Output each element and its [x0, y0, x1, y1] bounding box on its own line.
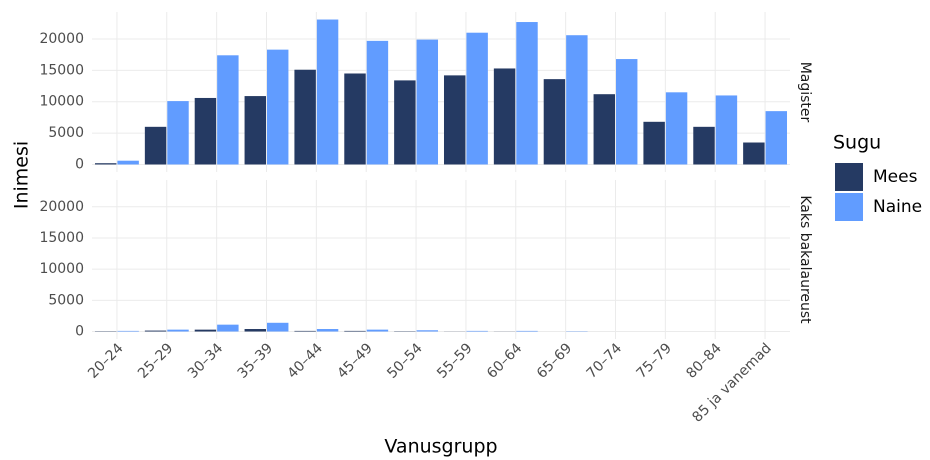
legend-label: Mees [873, 167, 918, 187]
bar [316, 19, 339, 165]
bar [344, 330, 366, 332]
bar [244, 329, 266, 332]
x-axis-label: Vanusgrupp [384, 436, 497, 458]
bar [394, 80, 416, 165]
facet-label: Kaks bakalaureust [797, 195, 813, 324]
bar [443, 75, 466, 165]
x-tick-label: 40–44 [285, 340, 327, 382]
bar [244, 96, 266, 165]
x-tick-label: 30–34 [185, 340, 227, 382]
y-tick-label: 15000 [39, 230, 84, 246]
x-tick-label: 75–79 [634, 340, 675, 381]
bar [117, 330, 139, 332]
bar [194, 97, 217, 165]
bar [765, 111, 788, 165]
y-axis-label: Inimesi [11, 141, 33, 209]
bar [267, 49, 289, 165]
y-tick-label: 5000 [48, 292, 84, 308]
bar [344, 73, 366, 165]
x-tick-label: 50–54 [384, 340, 426, 382]
x-tick-label: 60–64 [484, 340, 526, 382]
x-tick-label: 25–29 [135, 340, 176, 381]
bar [94, 163, 117, 165]
legend-title: Sugu [833, 132, 881, 154]
y-tick-label: 15000 [39, 62, 84, 78]
bar [144, 126, 167, 165]
legend-key [835, 193, 863, 221]
bar [516, 22, 538, 165]
bar [566, 35, 588, 165]
bar [366, 329, 389, 332]
bar [194, 329, 217, 332]
bar [294, 330, 316, 332]
x-tick-label: 35–39 [235, 340, 276, 381]
bar [466, 32, 488, 165]
bar [643, 121, 665, 165]
y-tick-label: 20000 [39, 31, 84, 47]
bar [316, 329, 339, 332]
bar [416, 39, 439, 165]
bar [416, 330, 439, 332]
bar [167, 329, 189, 332]
bar [743, 142, 765, 165]
bar [715, 95, 738, 165]
y-tick-label: 20000 [39, 199, 84, 215]
x-tick-label: 20–24 [85, 340, 127, 382]
bar [493, 68, 516, 165]
x-tick-label: 70–74 [584, 340, 626, 382]
bar [217, 324, 239, 332]
x-tick-label: 65–69 [534, 340, 575, 381]
x-tick-label: 80–84 [683, 340, 725, 382]
legend-key [835, 163, 863, 191]
bar [366, 40, 389, 165]
y-tick-label: 0 [75, 156, 84, 172]
bar [593, 94, 615, 165]
bar [267, 322, 289, 332]
bar [294, 69, 316, 165]
x-tick-label: 55–59 [434, 340, 475, 381]
y-tick-label: 10000 [39, 94, 84, 110]
legend-label: Naine [873, 197, 922, 217]
y-tick-label: 5000 [48, 125, 84, 141]
bar [516, 330, 538, 332]
bar [167, 101, 189, 165]
bar [616, 59, 638, 165]
bar [665, 92, 688, 165]
x-tick-label: 45–49 [334, 340, 375, 381]
bar [117, 160, 139, 165]
bar [693, 126, 715, 165]
bar [217, 55, 239, 165]
facet-label: Magister [797, 62, 813, 123]
y-tick-label: 0 [75, 324, 84, 340]
y-tick-label: 10000 [39, 261, 84, 277]
bar [466, 330, 488, 332]
bar [144, 330, 167, 332]
bar [543, 79, 566, 165]
